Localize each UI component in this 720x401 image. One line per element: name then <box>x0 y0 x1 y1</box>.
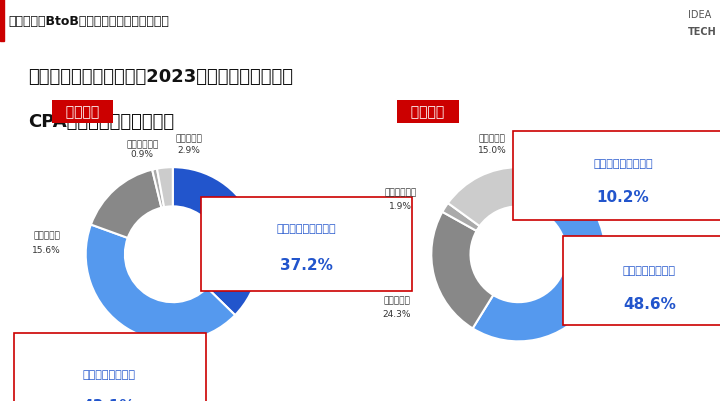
Text: 変わらない: 変わらない <box>33 231 60 240</box>
Bar <box>0 0 4 42</box>
Wedge shape <box>442 204 480 231</box>
FancyBboxPatch shape <box>563 236 720 325</box>
Text: やや上昇している: やや上昇している <box>82 370 135 379</box>
Text: 下がっている: 下がっている <box>126 140 158 149</box>
Wedge shape <box>157 168 173 208</box>
FancyBboxPatch shape <box>201 197 413 291</box>
Wedge shape <box>173 168 260 315</box>
Text: 下がっている: 下がっている <box>384 188 417 196</box>
FancyBboxPatch shape <box>14 333 206 401</box>
Text: 10.2%: 10.2% <box>597 190 649 205</box>
Text: IDEA: IDEA <box>688 10 711 20</box>
Wedge shape <box>448 168 518 227</box>
Text: 調査概要：BtoB企業の広告施策の実態調査: 調査概要：BtoB企業の広告施策の実態調査 <box>9 14 169 28</box>
Text: 2.9%: 2.9% <box>177 146 200 155</box>
Text: 15.6%: 15.6% <box>32 245 61 254</box>
Text: わからない: わからない <box>175 134 202 144</box>
Text: 0.9%: 0.9% <box>131 150 154 159</box>
Text: CPAは上がっていますか。: CPAは上がっていますか。 <box>28 112 174 130</box>
Text: わからない: わからない <box>479 134 505 144</box>
Wedge shape <box>472 185 606 342</box>
Text: 米国調査: 米国調査 <box>55 105 109 119</box>
Text: 大幅に上昇している: 大幅に上昇している <box>593 158 653 168</box>
Text: お勤め先の広告施策では2023年以前と比較して、: お勤め先の広告施策では2023年以前と比較して、 <box>28 68 293 86</box>
Text: 1.9%: 1.9% <box>390 201 413 211</box>
Text: 37.2%: 37.2% <box>280 257 333 273</box>
Wedge shape <box>431 212 493 328</box>
Text: 変わらない: 変わらない <box>383 295 410 304</box>
Text: 15.0%: 15.0% <box>478 146 507 155</box>
FancyBboxPatch shape <box>513 132 720 221</box>
Wedge shape <box>86 225 235 342</box>
Text: 大幅に上昇している: 大幅に上昇している <box>276 224 336 233</box>
Text: TECH: TECH <box>688 26 716 36</box>
Text: 48.6%: 48.6% <box>623 297 676 312</box>
Text: 24.3%: 24.3% <box>382 309 410 318</box>
Wedge shape <box>91 170 161 238</box>
Wedge shape <box>152 169 164 208</box>
Text: やや上昇している: やや上昇している <box>623 265 676 275</box>
Text: 43.1%: 43.1% <box>82 398 135 401</box>
Text: 日本調査: 日本調査 <box>401 105 454 119</box>
Wedge shape <box>518 168 570 216</box>
